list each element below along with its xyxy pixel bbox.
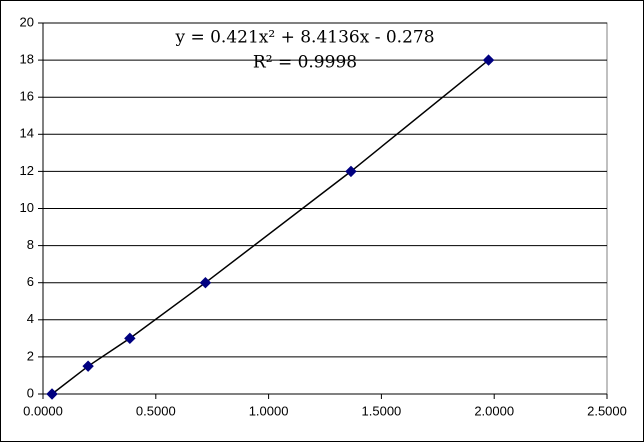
data-point [46, 388, 58, 400]
y-tick-label: 6 [27, 274, 34, 289]
y-tick-label: 0 [27, 385, 34, 400]
x-tick-label: 0.0000 [23, 403, 63, 418]
equation: y = 0.421x² + 8.4136x - 0.278 [174, 28, 434, 48]
data-point [482, 54, 495, 66]
data-point [124, 332, 136, 345]
y-tick-label: 14 [20, 126, 34, 141]
y-tick-label: 12 [20, 163, 34, 178]
y-tick-label: 8 [27, 237, 34, 252]
data-point [199, 276, 212, 289]
y-tick-label: 10 [20, 200, 34, 215]
x-tick-label: 1.0000 [249, 403, 289, 418]
x-tick-label: 2.5000 [587, 403, 627, 418]
data-point [345, 165, 357, 178]
x-tick-label: 1.5000 [362, 403, 402, 418]
y-tick-label: 16 [20, 89, 34, 104]
data-point [82, 360, 94, 372]
y-tick-label: 18 [20, 52, 34, 67]
y-tick-label: 20 [20, 14, 34, 29]
x-tick-label: 0.5000 [136, 403, 176, 418]
x-tick-label: 2.0000 [474, 403, 514, 418]
y-tick-label: 2 [27, 348, 34, 363]
trendline [51, 59, 490, 395]
y-tick-label: 4 [27, 311, 34, 326]
r-squared: R² = 0.9998 [253, 53, 357, 73]
